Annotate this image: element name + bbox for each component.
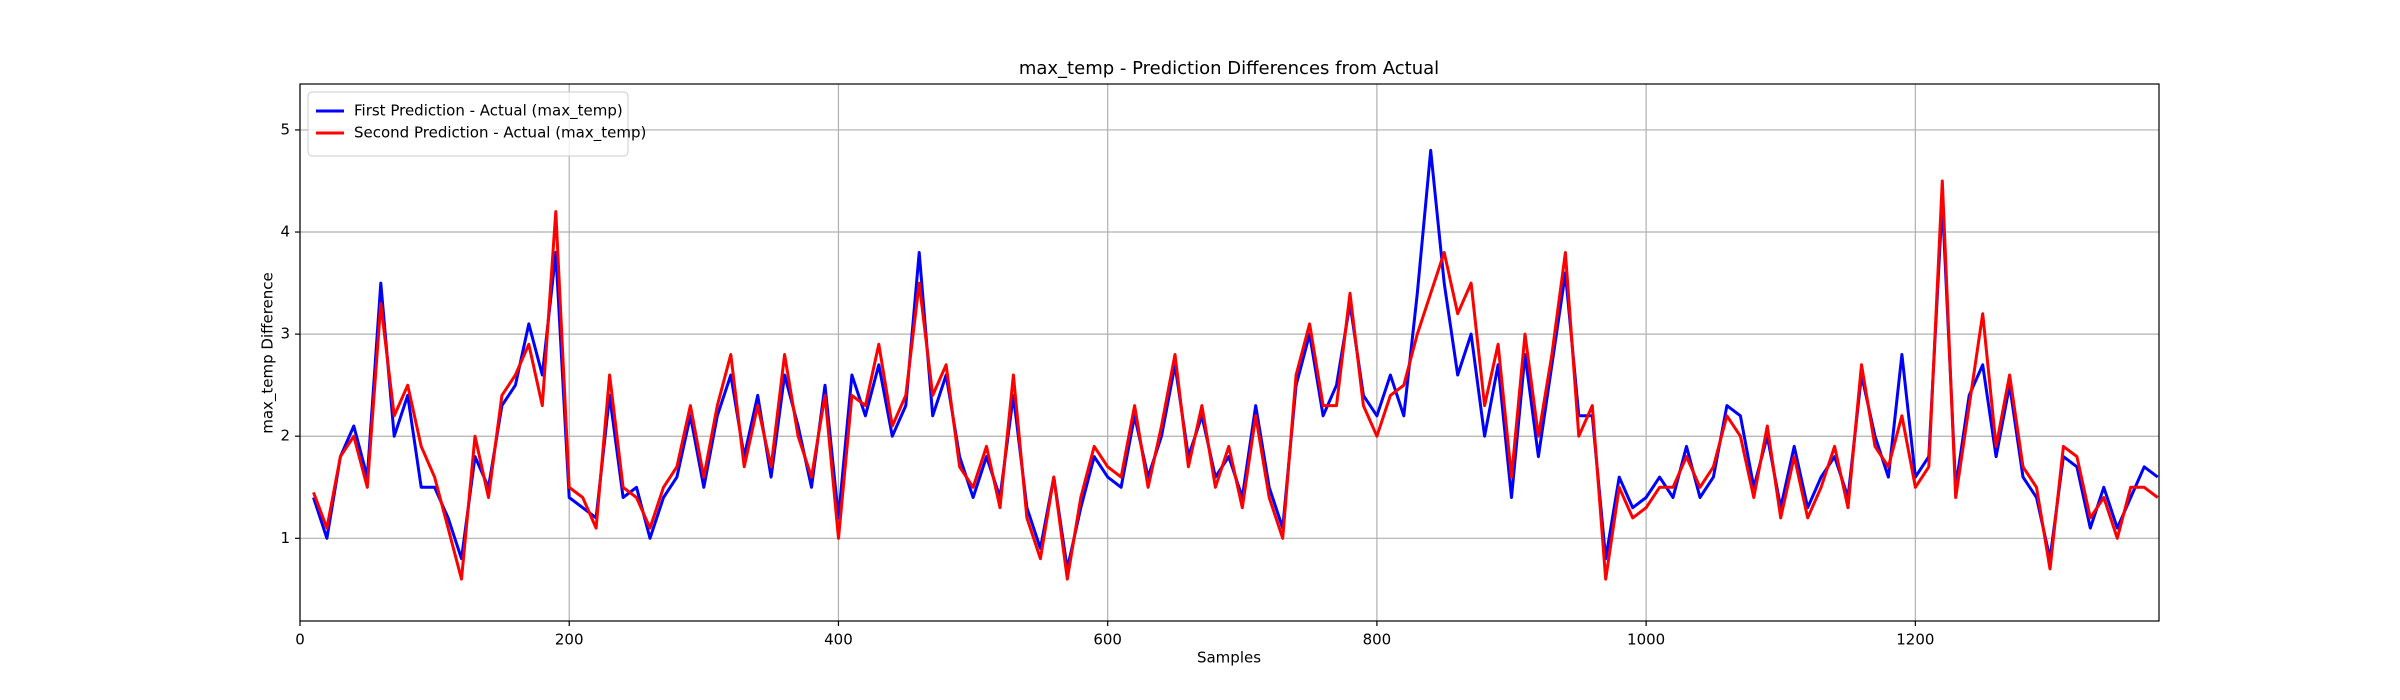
legend-label: Second Prediction - Actual (max_temp) <box>354 124 646 143</box>
x-tick-label: 200 <box>555 631 584 649</box>
plot-frame <box>299 83 2160 622</box>
legend-box <box>307 91 629 157</box>
y-tick-label: 5 <box>280 120 290 138</box>
x-axis-label: Samples <box>1197 649 1261 667</box>
y-tick-label: 3 <box>280 325 290 343</box>
x-tick-label: 1200 <box>1896 631 1934 649</box>
x-tick-label: 600 <box>1093 631 1122 649</box>
data-line <box>312 179 2159 581</box>
x-tick-label: 400 <box>824 631 853 649</box>
y-tick-label: 1 <box>280 529 290 547</box>
x-tick-label: 800 <box>1363 631 1392 649</box>
x-tick-label: 0 <box>295 631 305 649</box>
y-tick-label: 2 <box>280 427 290 445</box>
y-axis-label: max_temp Difference <box>259 272 278 434</box>
x-tick-label: 1000 <box>1627 631 1665 649</box>
y-tick-label: 4 <box>280 223 290 241</box>
legend-label: First Prediction - Actual (max_temp) <box>354 102 623 121</box>
chart-title: max_temp - Prediction Differences from A… <box>1019 58 1439 79</box>
